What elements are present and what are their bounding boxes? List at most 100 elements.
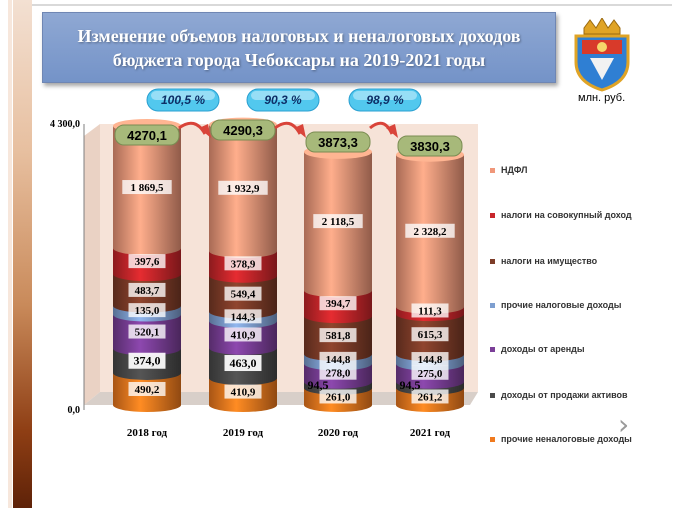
data-label: 410,9	[231, 329, 256, 341]
total-label: 4270,1	[114, 124, 180, 146]
data-label: 615,3	[418, 329, 443, 341]
data-label-bg	[411, 389, 449, 404]
legend-item: прочие налоговые доходы	[490, 300, 621, 310]
data-label-bg	[405, 223, 455, 238]
growth-value: 90,3 %	[264, 93, 302, 107]
total-value: 3873,3	[318, 135, 358, 150]
city-coat-of-arms-icon	[574, 18, 630, 92]
data-label: 261,0	[326, 391, 351, 403]
legend-item: доходы от аренды	[490, 344, 585, 354]
data-label-bg	[128, 352, 166, 369]
legend-item: доходы от продажи активов	[490, 390, 628, 400]
title-line-2: бюджета города Чебоксары на 2019-2021 го…	[112, 49, 486, 70]
legend-swatch	[490, 213, 495, 219]
data-label: 394,7	[326, 298, 351, 310]
data-label: 490,2	[135, 384, 160, 396]
data-label-bg	[319, 328, 357, 343]
data-label-bg	[122, 180, 172, 195]
data-label: 261,2	[418, 391, 443, 403]
data-label: 378,9	[231, 258, 256, 270]
growth-badge: 98,9 %	[348, 88, 422, 112]
data-label-bg	[224, 355, 262, 372]
data-label-bg	[411, 303, 449, 318]
legend-swatch	[490, 259, 495, 265]
data-label: 144,8	[418, 354, 443, 366]
x-tick-label: 2020 год	[318, 427, 359, 439]
growth-badge: 100,5 %	[146, 88, 220, 112]
unit-label: млн. руб.	[578, 92, 626, 104]
data-label-bg	[313, 214, 363, 229]
data-label-bg	[128, 381, 166, 396]
data-label-bg	[319, 365, 357, 380]
data-label: 397,6	[135, 256, 160, 268]
bars-group: 490,2 374,0 520,1 135,0 483,7 397,6 1 869,5 427…	[113, 117, 464, 439]
total-value: 3830,3	[410, 139, 450, 154]
data-label-bg	[218, 180, 268, 195]
y-tick-label: 4 300,0	[50, 119, 80, 130]
data-label-bg	[224, 286, 262, 301]
data-label-bg	[411, 352, 449, 367]
growth-group: 100,5 % 90,3 % 98,9 %	[146, 88, 422, 138]
x-tick-label: 2018 год	[127, 427, 168, 439]
data-label: 144,8	[326, 354, 351, 366]
data-label: 94,5	[308, 378, 329, 392]
data-label: 410,9	[231, 387, 256, 399]
total-label: 3830,3	[397, 135, 463, 157]
legend-label: прочие неналоговые доходы	[501, 434, 632, 444]
growth-value: 100,5 %	[161, 93, 205, 107]
data-label: 2 118,5	[322, 216, 355, 228]
plot-side-wall	[84, 124, 100, 405]
data-label: 278,0	[326, 368, 351, 380]
data-label: 94,5	[400, 378, 421, 392]
plot-back-wall	[100, 124, 478, 392]
title-line-1: Изменение объемов налоговых и неналоговы…	[77, 25, 521, 46]
top-divider	[32, 4, 672, 6]
chevron-right-icon[interactable]: ›	[618, 408, 630, 441]
data-label-bg	[224, 309, 262, 324]
data-label-bg	[319, 296, 357, 311]
legend-item: налоги на имущество	[490, 256, 597, 266]
legend-label: прочие налоговые доходы	[501, 300, 622, 310]
decorative-side-bar	[13, 0, 32, 508]
data-label-bg	[128, 303, 166, 318]
data-label: 1 932,9	[227, 183, 261, 195]
data-label: 463,0	[230, 356, 257, 370]
legend-item: НДФЛ	[490, 165, 527, 175]
total-label: 3873,3	[305, 131, 371, 153]
data-label-bg	[224, 327, 262, 342]
data-label-bg	[319, 351, 357, 366]
legend-label: налоги на совокупный доход	[501, 210, 632, 220]
plot-floor	[84, 392, 478, 405]
total-value: 4270,1	[127, 128, 167, 143]
data-label-bg	[128, 324, 166, 339]
legend-swatch	[490, 347, 495, 353]
data-label-bg	[319, 389, 357, 404]
decorative-line	[8, 0, 12, 508]
growth-badge: 90,3 %	[246, 88, 320, 112]
y-tick-label: 0,0	[68, 405, 81, 416]
data-label-bg	[128, 282, 166, 297]
legend-label: доходы от продажи активов	[501, 390, 628, 400]
total-value: 4290,3	[223, 123, 263, 138]
data-label-bg	[224, 384, 262, 399]
growth-arrow-head	[386, 124, 398, 138]
legend-label: доходы от аренды	[501, 344, 585, 354]
data-label: 144,3	[231, 311, 256, 323]
data-label: 275,0	[418, 368, 443, 380]
data-label: 549,4	[231, 289, 256, 301]
data-label-bg	[411, 327, 449, 342]
data-label: 520,1	[135, 327, 160, 339]
x-tick-label: 2021 год	[410, 427, 451, 439]
legend-label: налоги на имущество	[501, 256, 598, 266]
data-label-bg	[411, 365, 449, 380]
legend-swatch	[490, 437, 495, 443]
data-label: 483,7	[135, 285, 160, 297]
growth-arrow-head	[199, 124, 211, 138]
slide-title: Изменение объемов налоговых и неналоговы…	[42, 12, 556, 83]
data-label: 2 328,2	[414, 226, 448, 238]
data-label: 581,8	[326, 330, 351, 342]
legend-swatch	[490, 393, 495, 399]
legend-item: налоги на совокупный доход	[490, 210, 632, 220]
legend-swatch	[490, 303, 495, 309]
